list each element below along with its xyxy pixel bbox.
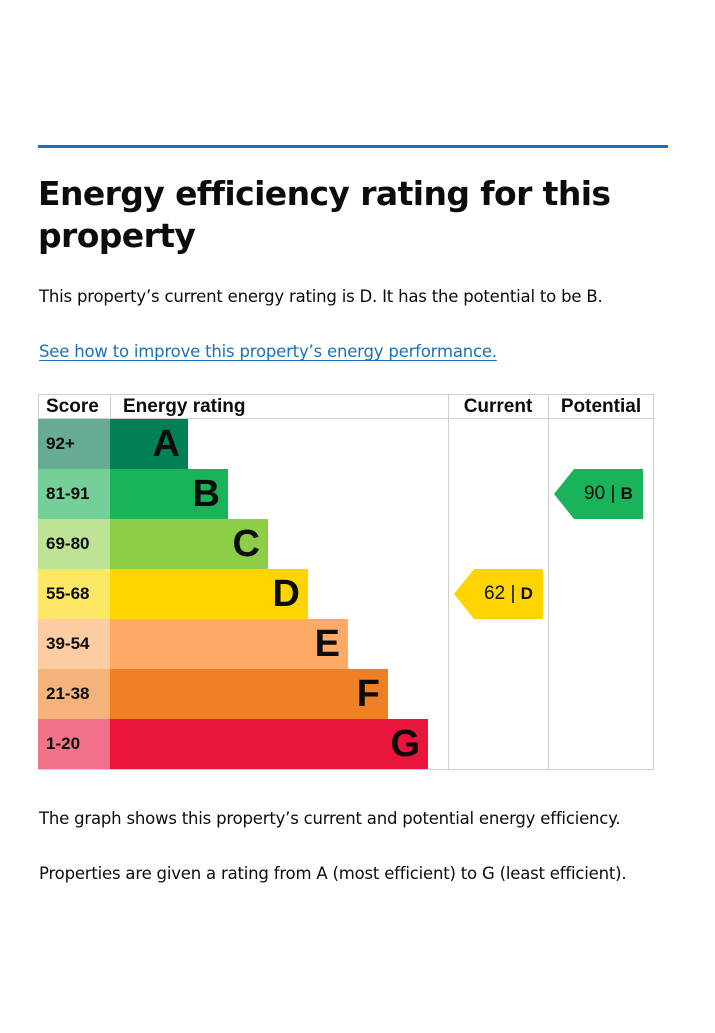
improve-performance-link[interactable]: See how to improve this property’s energ… bbox=[39, 342, 497, 361]
potential-rating-letter: B bbox=[620, 484, 633, 503]
potential-rating-value: 90 | bbox=[584, 483, 616, 504]
header-energy-rating: Energy rating bbox=[123, 396, 246, 417]
band-bar-c: C bbox=[110, 519, 268, 569]
energy-rating-chart: Score Energy rating Current Potential 92… bbox=[38, 394, 654, 770]
band-letter-b: B bbox=[192, 473, 220, 515]
band-letter-f: F bbox=[356, 673, 380, 715]
band-bar-e: E bbox=[110, 619, 348, 669]
grid-line-potential bbox=[548, 394, 549, 770]
grid-line-header bbox=[38, 418, 654, 419]
grid-line-bottom bbox=[38, 769, 654, 770]
section-divider bbox=[38, 145, 668, 148]
potential-rating-arrow: 90 | B bbox=[554, 469, 643, 519]
rating-summary: This property’s current energy rating is… bbox=[39, 287, 603, 306]
band-letter-g: G bbox=[390, 723, 420, 765]
current-rating-letter: D bbox=[520, 584, 533, 603]
band-bar-b: B bbox=[110, 469, 228, 519]
page-title: Energy efficiency rating for this proper… bbox=[38, 174, 611, 255]
current-rating-arrow: 62 | D bbox=[454, 569, 543, 619]
band-letter-a: A bbox=[152, 423, 180, 465]
header-potential: Potential bbox=[560, 396, 642, 417]
band-bar-a: A bbox=[110, 419, 188, 469]
header-score: Score bbox=[46, 396, 99, 417]
band-score-g: 1-20 bbox=[38, 719, 110, 769]
band-letter-c: C bbox=[232, 523, 260, 565]
band-bar-f: F bbox=[110, 669, 388, 719]
current-rating-value: 62 | bbox=[484, 583, 516, 604]
band-letter-e: E bbox=[314, 623, 340, 665]
band-score-d: 55-68 bbox=[38, 569, 110, 619]
grid-line-left bbox=[38, 394, 39, 419]
grid-line-right bbox=[653, 394, 654, 770]
band-score-f: 21-38 bbox=[38, 669, 110, 719]
header-current: Current bbox=[463, 396, 533, 417]
band-score-c: 69-80 bbox=[38, 519, 110, 569]
grid-line-current bbox=[448, 394, 449, 770]
footer-text-graph: The graph shows this property’s current … bbox=[39, 809, 621, 828]
band-score-e: 39-54 bbox=[38, 619, 110, 669]
band-score-b: 81-91 bbox=[38, 469, 110, 519]
grid-line-score bbox=[110, 394, 111, 419]
footer-text-rating-scale: Properties are given a rating from A (mo… bbox=[39, 864, 627, 883]
band-bar-d: D bbox=[110, 569, 308, 619]
grid-line-top bbox=[38, 394, 654, 395]
band-score-a: 92+ bbox=[38, 419, 110, 469]
band-letter-d: D bbox=[272, 573, 300, 615]
band-bar-g: G bbox=[110, 719, 428, 769]
